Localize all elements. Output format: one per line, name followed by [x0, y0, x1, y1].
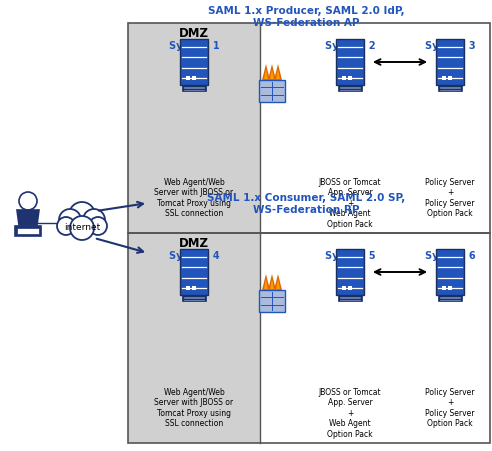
- FancyBboxPatch shape: [259, 290, 285, 312]
- Circle shape: [57, 217, 75, 235]
- Polygon shape: [262, 64, 270, 80]
- Circle shape: [70, 216, 94, 240]
- Text: DMZ: DMZ: [179, 237, 209, 250]
- FancyBboxPatch shape: [348, 76, 352, 80]
- Polygon shape: [276, 69, 280, 79]
- Circle shape: [89, 217, 107, 235]
- Text: JBOSS or Tomcat
App. Server
+
Web Agent
Option Pack: JBOSS or Tomcat App. Server + Web Agent …: [319, 178, 381, 229]
- Text: System 4: System 4: [169, 251, 219, 261]
- FancyBboxPatch shape: [186, 76, 190, 80]
- FancyBboxPatch shape: [342, 76, 346, 80]
- FancyBboxPatch shape: [448, 286, 452, 290]
- Circle shape: [19, 192, 37, 210]
- Text: System 6: System 6: [425, 251, 475, 261]
- FancyBboxPatch shape: [17, 228, 39, 234]
- FancyBboxPatch shape: [336, 249, 364, 295]
- FancyBboxPatch shape: [182, 85, 206, 91]
- Polygon shape: [270, 69, 274, 79]
- FancyBboxPatch shape: [348, 286, 352, 290]
- Circle shape: [59, 209, 81, 231]
- FancyBboxPatch shape: [342, 286, 346, 290]
- Circle shape: [69, 202, 95, 228]
- Text: System 5: System 5: [325, 251, 375, 261]
- Text: internet: internet: [64, 222, 100, 231]
- FancyBboxPatch shape: [186, 286, 190, 290]
- FancyBboxPatch shape: [338, 295, 362, 301]
- FancyBboxPatch shape: [438, 295, 462, 301]
- FancyBboxPatch shape: [15, 226, 41, 236]
- Polygon shape: [268, 274, 276, 290]
- FancyBboxPatch shape: [192, 286, 196, 290]
- Polygon shape: [274, 274, 282, 290]
- FancyBboxPatch shape: [128, 23, 260, 233]
- Polygon shape: [17, 210, 39, 225]
- Text: System 2: System 2: [325, 41, 375, 51]
- FancyBboxPatch shape: [436, 249, 464, 295]
- Polygon shape: [276, 279, 280, 289]
- FancyBboxPatch shape: [180, 39, 208, 85]
- FancyBboxPatch shape: [128, 233, 260, 443]
- Polygon shape: [264, 69, 268, 79]
- Polygon shape: [274, 64, 282, 80]
- FancyBboxPatch shape: [442, 76, 446, 80]
- FancyBboxPatch shape: [260, 233, 490, 443]
- FancyBboxPatch shape: [438, 85, 462, 91]
- FancyBboxPatch shape: [448, 76, 452, 80]
- Text: SAML 1.x Consumer, SAML 2.0 SP,
WS-Federation RP: SAML 1.x Consumer, SAML 2.0 SP, WS-Feder…: [207, 193, 405, 215]
- Polygon shape: [268, 64, 276, 80]
- Text: SAML 1.x Producer, SAML 2.0 IdP,
WS-Federation AP: SAML 1.x Producer, SAML 2.0 IdP, WS-Fede…: [208, 6, 404, 28]
- Circle shape: [83, 209, 105, 231]
- FancyBboxPatch shape: [182, 295, 206, 301]
- Polygon shape: [270, 279, 274, 289]
- Text: DMZ: DMZ: [179, 27, 209, 40]
- Polygon shape: [264, 279, 268, 289]
- Text: Web Agent/Web
Server with JBOSS or
Tomcat Proxy using
SSL connection: Web Agent/Web Server with JBOSS or Tomca…: [154, 388, 234, 428]
- Text: System 3: System 3: [425, 41, 475, 51]
- Text: Policy Server
+
Policy Server
Option Pack: Policy Server + Policy Server Option Pac…: [425, 388, 475, 428]
- FancyBboxPatch shape: [192, 76, 196, 80]
- Text: System 1: System 1: [169, 41, 219, 51]
- FancyBboxPatch shape: [260, 23, 490, 233]
- FancyBboxPatch shape: [336, 39, 364, 85]
- FancyBboxPatch shape: [259, 80, 285, 102]
- FancyBboxPatch shape: [442, 286, 446, 290]
- FancyBboxPatch shape: [180, 249, 208, 295]
- Polygon shape: [262, 274, 270, 290]
- Text: Policy Server
+
Policy Server
Option Pack: Policy Server + Policy Server Option Pac…: [425, 178, 475, 218]
- Text: Web Agent/Web
Server with JBOSS or
Tomcat Proxy using
SSL connection: Web Agent/Web Server with JBOSS or Tomca…: [154, 178, 234, 218]
- Text: JBOSS or Tomcat
App. Server
+
Web Agent
Option Pack: JBOSS or Tomcat App. Server + Web Agent …: [319, 388, 381, 439]
- FancyBboxPatch shape: [436, 39, 464, 85]
- FancyBboxPatch shape: [338, 85, 362, 91]
